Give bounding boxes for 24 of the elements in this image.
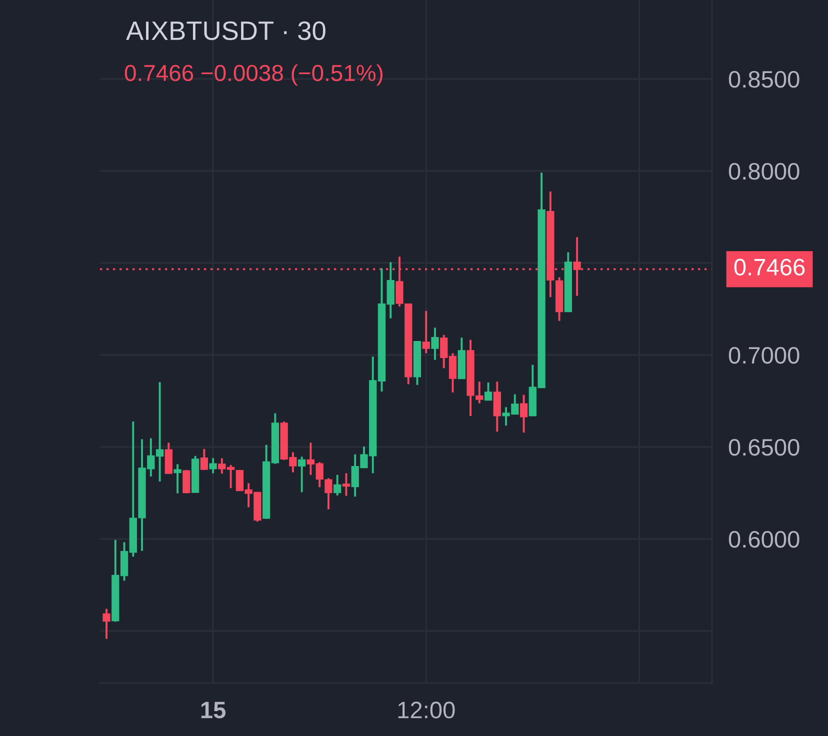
y-tick-label: 0.6500	[728, 439, 800, 456]
candlestick	[520, 394, 528, 434]
text: AIXBTUSDT · 30	[126, 21, 326, 40]
x-tick-label: 12:00	[398, 702, 455, 718]
y-tick-label: 0.8500	[728, 71, 800, 88]
candlestick	[493, 380, 501, 433]
candlestick	[174, 463, 182, 494]
candlestick	[431, 326, 439, 361]
ref-line-label: 0.7466	[734, 258, 805, 276]
candlestick	[484, 382, 492, 402]
candlestick	[334, 474, 342, 496]
x-tick-label: 15	[201, 702, 226, 718]
y-tick-label: 0.7000	[728, 347, 800, 364]
candlestick	[342, 472, 350, 497]
candlestick	[102, 608, 110, 640]
candlestick	[298, 456, 306, 494]
y-tick-label: 0.8000	[728, 163, 800, 180]
candlestick	[200, 448, 208, 471]
candlestick	[164, 442, 172, 475]
y-tick-label: 0.6000	[728, 531, 800, 548]
text: 0.7466 −0.0038 (−0.51%)	[124, 64, 383, 86]
candlestick	[422, 310, 430, 354]
candlestick	[209, 457, 217, 474]
candlestick	[182, 468, 190, 494]
